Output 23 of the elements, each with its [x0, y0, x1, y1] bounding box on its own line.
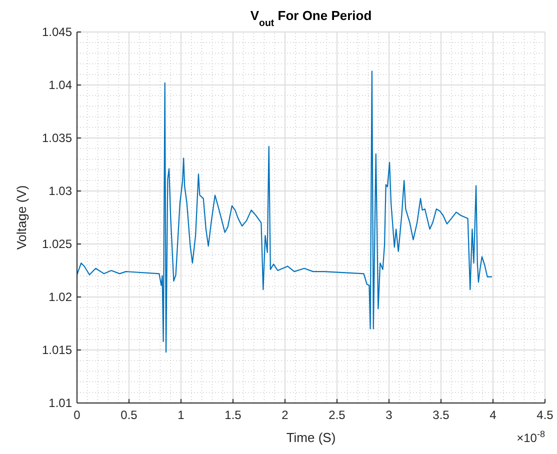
- x-tick-label: 2.5: [328, 408, 346, 422]
- y-tick-label: 1.02: [48, 290, 72, 304]
- y-tick-label: 1.01: [48, 396, 72, 410]
- y-tick-label: 1.045: [42, 25, 72, 39]
- x-tick-label: 2: [282, 408, 289, 422]
- y-axis-title: Voltage (V): [14, 185, 29, 250]
- x-tick-label: 3.5: [432, 408, 450, 422]
- y-tick-label: 1.035: [42, 131, 72, 145]
- x-tick-label: 1.5: [224, 408, 242, 422]
- line-series: [76, 70, 493, 353]
- x-axis-title: Time (S): [286, 430, 336, 445]
- x-tick-label: 3: [386, 408, 393, 422]
- text: ×10$^{-8}$: [516, 429, 545, 445]
- y-tick-label: 1.015: [42, 343, 72, 357]
- chart-title: V$_{out}$ For One Period: [250, 8, 372, 28]
- x-tick-label: 4: [490, 408, 497, 422]
- y-tick-label: 1.03: [48, 184, 72, 198]
- x-tick-label: 0.5: [120, 408, 138, 422]
- y-tick-label: 1.025: [42, 237, 72, 251]
- x-tick-label: 4.5: [536, 408, 554, 422]
- x-tick-label: 0: [74, 408, 81, 422]
- y-tick-label: 1.04: [48, 78, 72, 92]
- x-tick-label: 1: [178, 408, 185, 422]
